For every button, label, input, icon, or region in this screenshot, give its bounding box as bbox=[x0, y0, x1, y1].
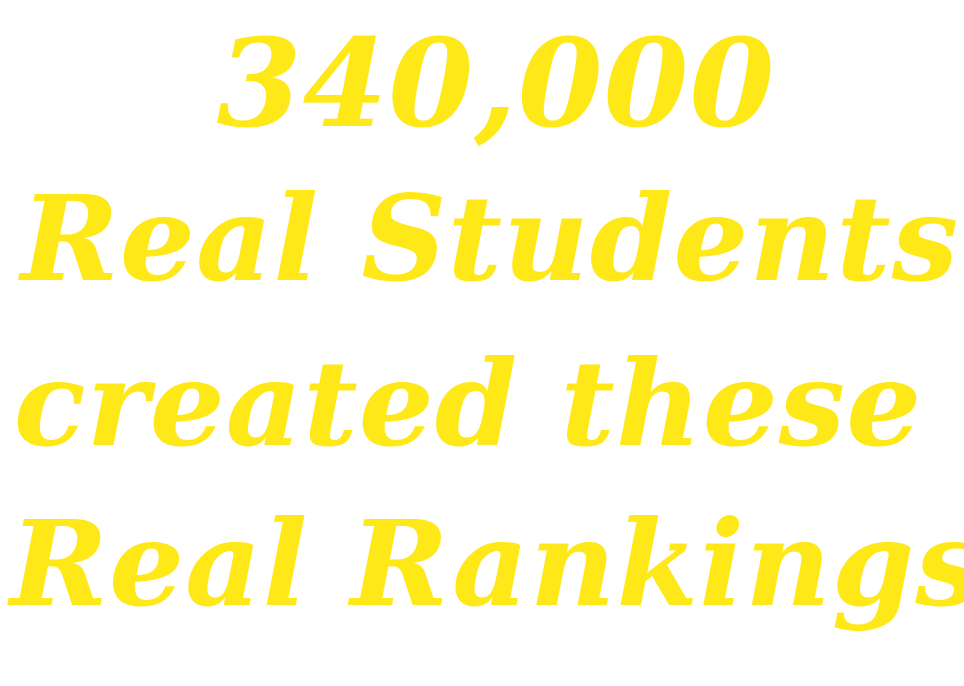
headline-line-real-rankings: Real Rankings bbox=[10, 494, 964, 633]
headline-line-real-students: Real Students bbox=[20, 169, 960, 308]
headline-line-created-these: created these bbox=[13, 334, 923, 473]
headline-count: 340,000 bbox=[216, 11, 776, 155]
